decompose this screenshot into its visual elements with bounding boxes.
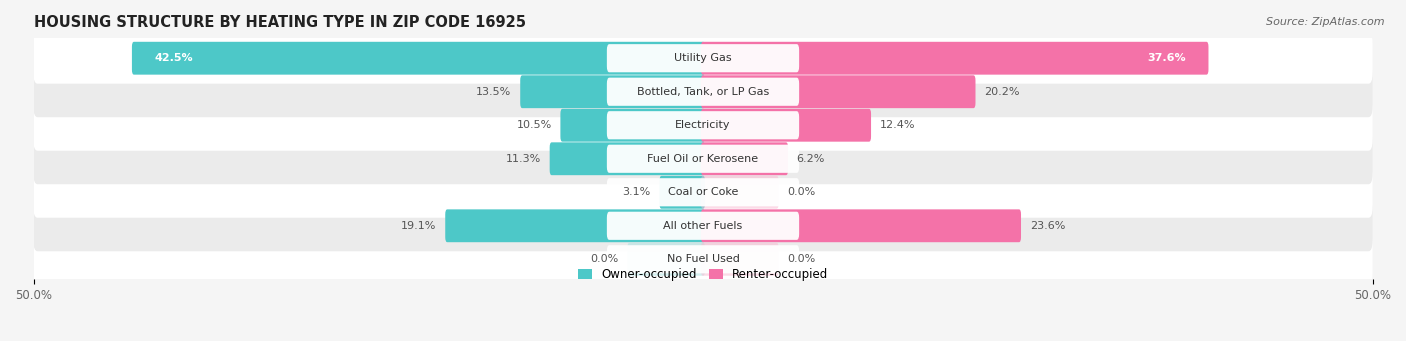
FancyBboxPatch shape xyxy=(446,209,704,242)
FancyBboxPatch shape xyxy=(702,176,779,209)
Text: 0.0%: 0.0% xyxy=(591,254,619,264)
FancyBboxPatch shape xyxy=(34,133,1372,184)
Text: 12.4%: 12.4% xyxy=(880,120,915,130)
Text: 23.6%: 23.6% xyxy=(1029,221,1066,231)
FancyBboxPatch shape xyxy=(34,234,1372,285)
Text: 20.2%: 20.2% xyxy=(984,87,1019,97)
FancyBboxPatch shape xyxy=(627,243,704,276)
Text: All other Fuels: All other Fuels xyxy=(664,221,742,231)
Text: Coal or Coke: Coal or Coke xyxy=(668,187,738,197)
Text: HOUSING STRUCTURE BY HEATING TYPE IN ZIP CODE 16925: HOUSING STRUCTURE BY HEATING TYPE IN ZIP… xyxy=(34,15,526,30)
Text: 6.2%: 6.2% xyxy=(797,154,825,164)
FancyBboxPatch shape xyxy=(607,44,799,72)
Text: 10.5%: 10.5% xyxy=(516,120,551,130)
Text: 13.5%: 13.5% xyxy=(477,87,512,97)
FancyBboxPatch shape xyxy=(34,200,1372,251)
FancyBboxPatch shape xyxy=(702,75,976,108)
FancyBboxPatch shape xyxy=(702,243,779,276)
FancyBboxPatch shape xyxy=(702,109,872,142)
Text: 42.5%: 42.5% xyxy=(155,53,193,63)
FancyBboxPatch shape xyxy=(607,178,799,206)
FancyBboxPatch shape xyxy=(659,176,704,209)
Text: Electricity: Electricity xyxy=(675,120,731,130)
FancyBboxPatch shape xyxy=(702,42,1209,75)
FancyBboxPatch shape xyxy=(607,212,799,240)
FancyBboxPatch shape xyxy=(561,109,704,142)
FancyBboxPatch shape xyxy=(702,209,1021,242)
FancyBboxPatch shape xyxy=(607,78,799,106)
FancyBboxPatch shape xyxy=(34,66,1372,117)
FancyBboxPatch shape xyxy=(607,245,799,273)
Text: 0.0%: 0.0% xyxy=(787,187,815,197)
Text: 37.6%: 37.6% xyxy=(1147,53,1187,63)
Text: Bottled, Tank, or LP Gas: Bottled, Tank, or LP Gas xyxy=(637,87,769,97)
Text: Fuel Oil or Kerosene: Fuel Oil or Kerosene xyxy=(647,154,759,164)
FancyBboxPatch shape xyxy=(607,145,799,173)
Legend: Owner-occupied, Renter-occupied: Owner-occupied, Renter-occupied xyxy=(572,263,834,285)
FancyBboxPatch shape xyxy=(520,75,704,108)
FancyBboxPatch shape xyxy=(607,111,799,139)
FancyBboxPatch shape xyxy=(702,142,787,175)
FancyBboxPatch shape xyxy=(132,42,704,75)
Text: 0.0%: 0.0% xyxy=(787,254,815,264)
Text: 3.1%: 3.1% xyxy=(623,187,651,197)
Text: 11.3%: 11.3% xyxy=(506,154,541,164)
FancyBboxPatch shape xyxy=(34,167,1372,218)
Text: Source: ZipAtlas.com: Source: ZipAtlas.com xyxy=(1267,17,1385,27)
FancyBboxPatch shape xyxy=(550,142,704,175)
FancyBboxPatch shape xyxy=(34,33,1372,84)
Text: Utility Gas: Utility Gas xyxy=(675,53,731,63)
FancyBboxPatch shape xyxy=(34,100,1372,151)
Text: 19.1%: 19.1% xyxy=(401,221,436,231)
Text: No Fuel Used: No Fuel Used xyxy=(666,254,740,264)
